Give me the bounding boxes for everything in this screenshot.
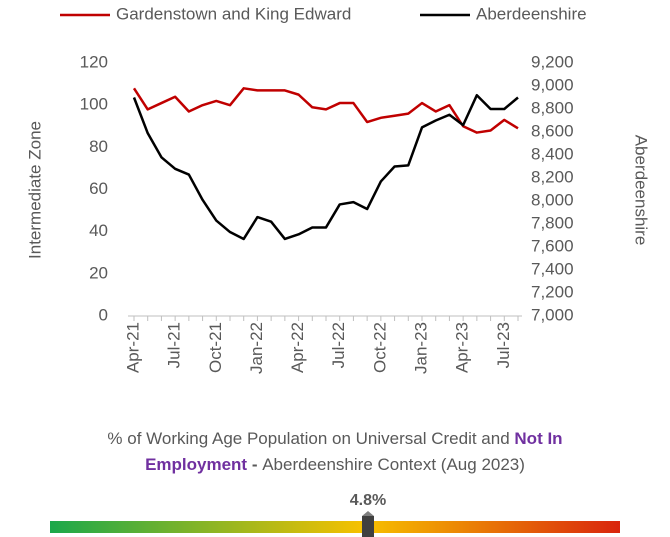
gauge-bar	[50, 521, 620, 533]
y2-tick-label: 7,800	[531, 213, 574, 232]
y2-tick-label: 9,200	[531, 52, 574, 71]
y-tick-label: 60	[89, 179, 108, 198]
y-tick-label: 20	[89, 263, 108, 282]
y2-tick-label: 8,400	[531, 144, 574, 163]
x-tick-label: Apr-23	[453, 322, 472, 373]
y2-tick-label: 7,000	[531, 305, 574, 324]
x-tick-label: Apr-21	[123, 322, 142, 373]
x-tick-label: Jan-23	[411, 322, 430, 374]
legend-label: Gardenstown and King Edward	[116, 4, 351, 23]
gauge-label: 4.8%	[350, 492, 386, 509]
y2-tick-label: 7,400	[531, 259, 574, 278]
x-tick-label: Jul-23	[494, 322, 513, 368]
x-tick-label: Jul-22	[329, 322, 348, 368]
title-part: -	[247, 455, 262, 474]
y2-tick-label: 8,600	[531, 121, 574, 140]
x-tick-label: Jan-22	[247, 322, 266, 374]
title-part: % of Working Age Population on Universal…	[107, 429, 514, 448]
y2-axis-title: Aberdeenshire	[632, 135, 651, 246]
y2-tick-label: 8,200	[531, 167, 574, 186]
title-part: Aberdeenshire Context (Aug 2023)	[262, 455, 525, 474]
series-line	[132, 87, 519, 134]
y2-tick-label: 9,000	[531, 75, 574, 94]
y-tick-label: 120	[80, 52, 108, 71]
title-part: Not In	[514, 429, 562, 448]
y2-tick-label: 7,600	[531, 236, 574, 255]
y2-tick-label: 7,200	[531, 282, 574, 301]
y-axis-title: Intermediate Zone	[25, 121, 44, 259]
x-tick-label: Oct-21	[206, 322, 225, 373]
x-tick-label: Jul-21	[165, 322, 184, 368]
y-tick-label: 0	[99, 305, 108, 324]
y2-tick-label: 8,800	[531, 98, 574, 117]
x-tick-label: Apr-22	[288, 322, 307, 373]
context-title: % of Working Age Population on Universal…	[107, 429, 562, 448]
y-tick-label: 100	[80, 95, 108, 114]
y-tick-label: 80	[89, 137, 108, 156]
gauge-marker	[362, 511, 374, 537]
x-tick-label: Oct-22	[370, 322, 389, 373]
context-title: Employment - Aberdeenshire Context (Aug …	[145, 455, 525, 474]
legend-label: Aberdeenshire	[476, 4, 587, 23]
y-tick-label: 40	[89, 221, 108, 240]
y2-tick-label: 8,000	[531, 190, 574, 209]
title-part: Employment	[145, 455, 247, 474]
series-line	[132, 93, 519, 241]
